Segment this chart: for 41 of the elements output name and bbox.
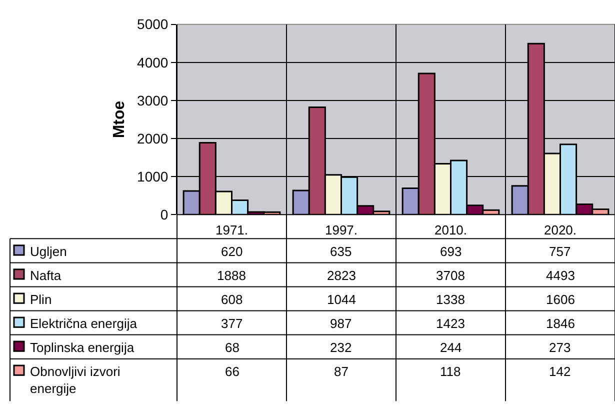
legend-label: Ugljen	[30, 244, 67, 259]
data-label: 620	[221, 244, 243, 259]
data-label: 1846	[546, 316, 575, 331]
y-axis-title: Mtoe	[110, 100, 128, 138]
data-label: 757	[549, 244, 571, 259]
x-tick-label: 1997.	[324, 222, 358, 238]
y-tick-label: 4000	[137, 54, 168, 70]
data-label: 987	[330, 316, 352, 331]
data-label: 1338	[436, 292, 465, 307]
legend-label: Nafta	[30, 268, 62, 283]
x-tick-label: 2020.	[544, 222, 577, 238]
data-label: 118	[440, 364, 461, 379]
data-label: 635	[330, 244, 352, 259]
legend-label: Toplinska energija	[30, 340, 135, 355]
data-label: 66	[225, 364, 240, 379]
y-tick-label: 1000	[137, 168, 168, 184]
data-label: 1888	[217, 268, 246, 283]
y-tick-label: 3000	[137, 92, 168, 108]
data-label: 2823	[327, 268, 356, 283]
legend-label: Plin	[30, 292, 52, 307]
y-tick-label: 5000	[137, 16, 168, 32]
data-label: 273	[549, 340, 571, 355]
data-label: 608	[221, 292, 243, 307]
data-label: 377	[221, 316, 243, 331]
y-tick-label: 2000	[137, 130, 168, 146]
data-label: 68	[225, 340, 240, 355]
data-label: 232	[330, 340, 352, 355]
y-tick-label: 0	[160, 206, 168, 223]
data-label: 3708	[436, 268, 465, 283]
data-label: 1423	[436, 316, 465, 331]
legend-label: Električna energija	[30, 316, 138, 331]
data-label: 1044	[327, 292, 356, 307]
x-tick-label: 1971.	[215, 222, 248, 238]
x-tick-label: 2010.	[434, 222, 468, 238]
data-label: 244	[440, 340, 462, 355]
data-label: 4493	[546, 268, 575, 283]
data-label: 693	[440, 244, 462, 259]
data-label: 87	[334, 364, 348, 379]
data-label: 1606	[546, 292, 575, 307]
data-label: 142	[549, 364, 571, 379]
legend-label: Obnovljivi izvori energije	[30, 364, 120, 396]
